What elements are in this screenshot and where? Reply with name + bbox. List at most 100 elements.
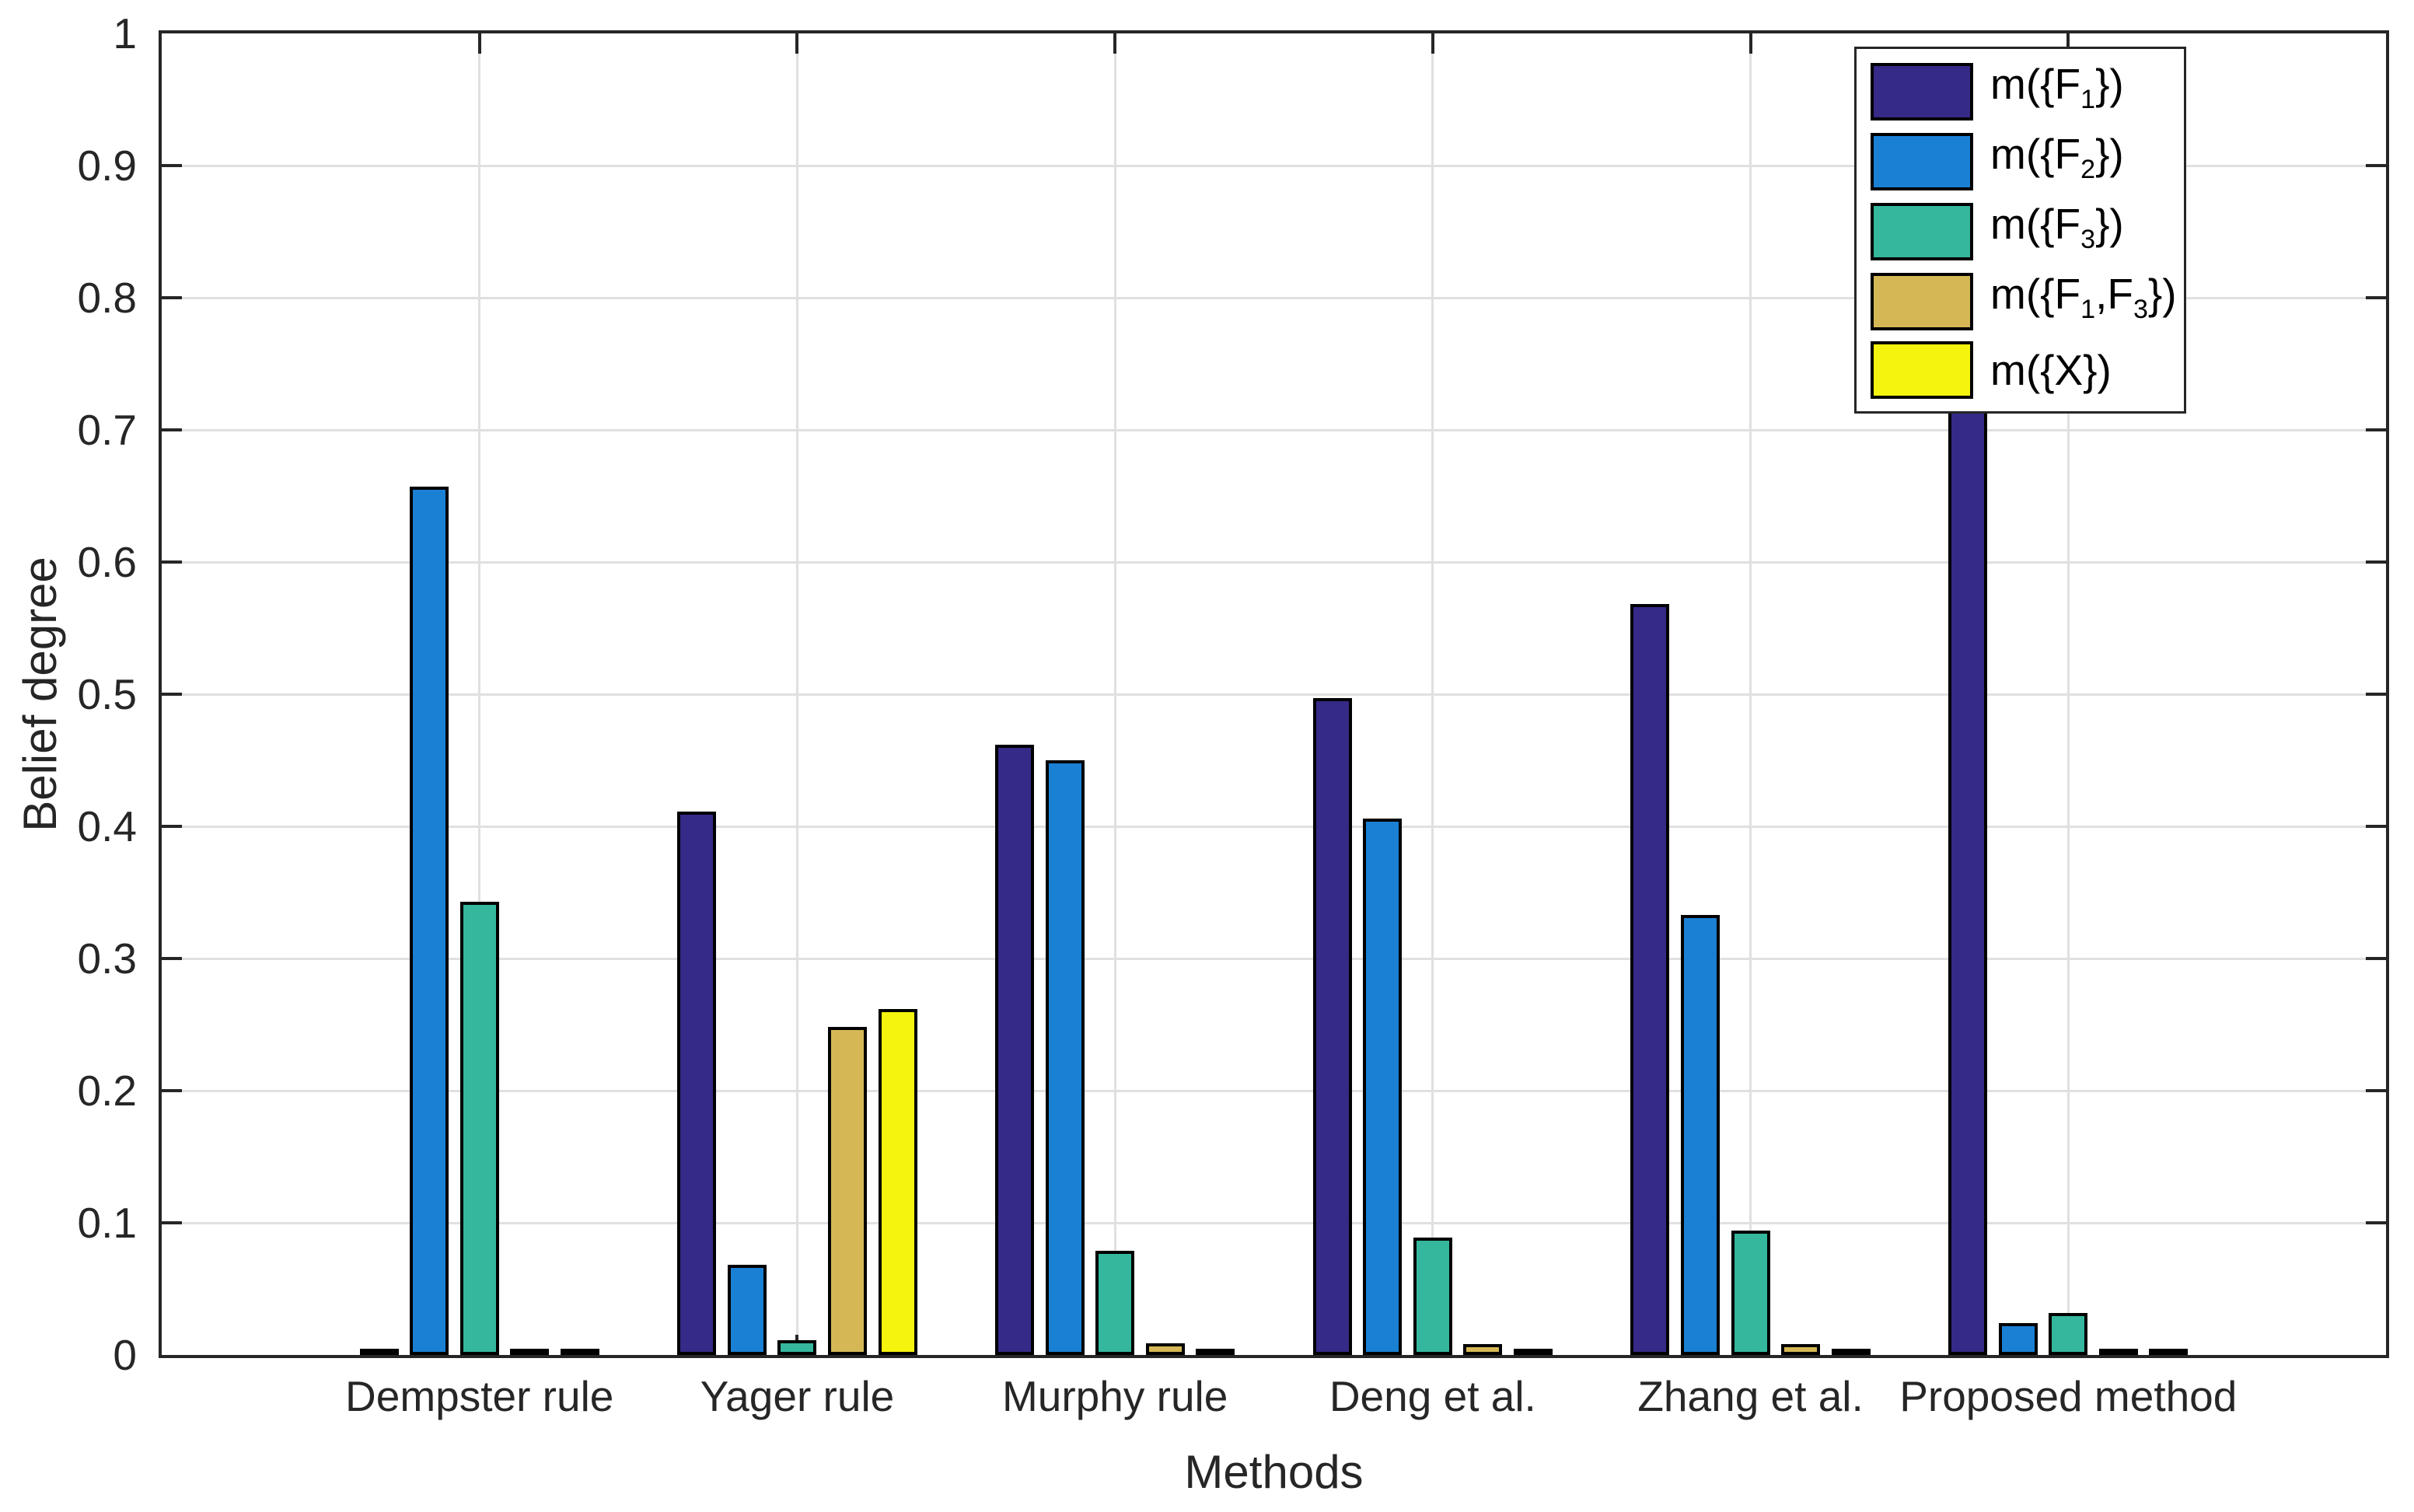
x-tick-mark: [795, 33, 799, 54]
bar: [777, 1340, 817, 1355]
y-gridline: [162, 428, 2386, 431]
y-tick-mark: [2366, 1089, 2386, 1092]
bar: [560, 1349, 599, 1355]
legend-swatch: [1871, 341, 1973, 399]
bar: [1630, 604, 1670, 1355]
bar: [1413, 1238, 1452, 1355]
y-tick-mark: [2366, 1221, 2386, 1224]
y-tick-label: 0.1: [77, 1199, 137, 1247]
bar: [2098, 1349, 2138, 1355]
y-tick-mark: [162, 1089, 182, 1092]
legend: m({F1}) m({F2}) m({F3}) m({F1,F3}) m({X}): [1854, 47, 2186, 414]
legend-swatch: [1871, 133, 1973, 190]
bar: [1831, 1349, 1871, 1355]
bar: [828, 1027, 868, 1355]
y-tick-mark: [162, 957, 182, 960]
bar: [1095, 1251, 1135, 1355]
legend-item: m({F1,F3}): [1857, 271, 2184, 332]
y-tick-mark: [162, 296, 182, 299]
x-tick-label: Proposed method: [1899, 1372, 2238, 1420]
legend-label: m({F1,F3}): [1990, 270, 2177, 324]
legend-label: m({F3}): [1990, 200, 2124, 254]
y-tick-mark: [2366, 825, 2386, 828]
y-tick-label: 0.5: [77, 670, 137, 718]
legend-item: m({F2}): [1857, 131, 2184, 192]
x-gridline: [478, 33, 481, 1355]
y-tick-label: 0.2: [77, 1067, 137, 1115]
bar: [1045, 760, 1085, 1355]
x-gridline: [1113, 33, 1116, 1355]
bar: [1196, 1349, 1235, 1355]
bar: [2149, 1349, 2189, 1355]
legend-item: m({X}): [1857, 341, 2184, 399]
y-gridline: [162, 957, 2386, 960]
x-gridline: [1749, 33, 1752, 1355]
x-axis-label: Methods: [1184, 1446, 1364, 1498]
y-gridline: [162, 825, 2386, 828]
y-tick-mark: [2366, 957, 2386, 960]
bar: [727, 1265, 767, 1355]
bar: [878, 1009, 917, 1355]
x-tick-mark: [2066, 33, 2070, 54]
x-gridline: [1431, 33, 1434, 1355]
bar: [677, 812, 717, 1355]
y-tick-mark: [162, 693, 182, 696]
bar: [1514, 1349, 1553, 1355]
bar: [1781, 1344, 1821, 1355]
y-tick-mark: [162, 1221, 182, 1224]
legend-label: m({F2}): [1990, 130, 2124, 184]
bar: [1463, 1344, 1503, 1355]
legend-swatch: [1871, 63, 1973, 120]
x-gridline: [795, 33, 798, 1355]
legend-item: m({F3}): [1857, 201, 2184, 262]
legend-swatch: [1871, 203, 1973, 260]
y-tick-label: 0.3: [77, 934, 137, 983]
x-tick-label: Dempster rule: [345, 1372, 614, 1420]
y-tick-mark: [2366, 560, 2386, 564]
y-gridline: [162, 296, 2386, 299]
y-tick-mark: [162, 428, 182, 431]
bar: [410, 487, 449, 1355]
x-gridline: [2066, 33, 2070, 1355]
x-tick-mark: [1113, 33, 1117, 54]
y-gridline: [162, 1221, 2386, 1224]
x-tick-mark: [477, 33, 481, 54]
legend-label: m({F1}): [1990, 60, 2124, 114]
y-gridline: [162, 560, 2386, 564]
bar: [994, 745, 1034, 1355]
y-tick-label: 0.6: [77, 538, 137, 586]
y-tick-mark: [162, 560, 182, 564]
x-tick-label: Deng et al.: [1329, 1372, 1536, 1420]
y-tick-label: 1: [113, 9, 137, 58]
y-tick-label: 0: [113, 1331, 137, 1379]
y-gridline: [162, 1089, 2386, 1092]
legend-label: m({X}): [1990, 346, 2112, 394]
bar: [359, 1349, 399, 1355]
legend-item: m({F1}): [1857, 61, 2184, 122]
x-tick-label: Yager rule: [700, 1372, 895, 1420]
bar: [1680, 915, 1720, 1355]
x-tick-label: Zhang et al.: [1637, 1372, 1864, 1420]
y-tick-mark: [2366, 693, 2386, 696]
y-tick-mark: [2366, 428, 2386, 431]
bar: [459, 902, 499, 1355]
y-gridline: [162, 693, 2386, 696]
y-tick-mark: [2366, 296, 2386, 299]
bar: [2049, 1313, 2088, 1355]
y-gridline: [162, 164, 2386, 167]
bar: [510, 1349, 550, 1355]
y-tick-label: 0.9: [77, 141, 137, 190]
y-tick-label: 0.7: [77, 406, 137, 454]
legend-swatch: [1871, 273, 1973, 330]
y-tick-mark: [2366, 164, 2386, 167]
y-tick-mark: [162, 825, 182, 828]
y-tick-label: 0.4: [77, 802, 137, 850]
x-tick-mark: [1748, 33, 1752, 54]
bar: [1312, 698, 1352, 1355]
y-tick-label: 0.8: [77, 274, 137, 322]
x-tick-mark: [1431, 33, 1434, 54]
bar: [1731, 1231, 1770, 1355]
bar: [1363, 819, 1403, 1355]
bar: [1145, 1343, 1185, 1355]
